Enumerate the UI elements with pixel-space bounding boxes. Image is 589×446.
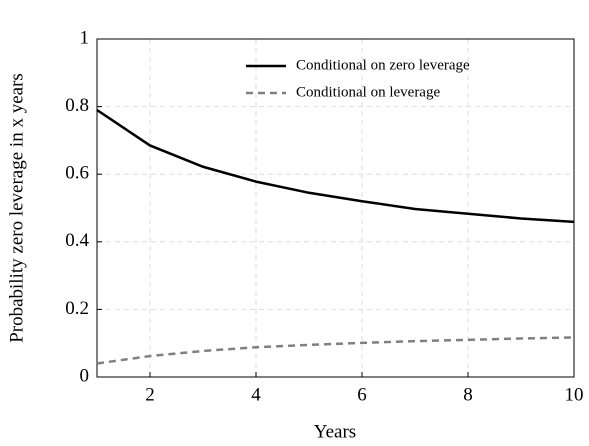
y-tick-label: 0.6 — [65, 163, 89, 184]
line-series — [96, 336, 575, 365]
y-axis-label: Probability zero leverage in x years — [6, 73, 27, 343]
legend-label: Conditional on leverage — [296, 84, 440, 100]
y-tick-label: 0.2 — [65, 298, 89, 319]
x-tick-label: 4 — [251, 384, 261, 405]
legend-label: Conditional on zero leverage — [296, 57, 470, 73]
plot-frame — [96, 38, 575, 378]
y-tick-label: 0.4 — [65, 230, 89, 251]
x-tick-label: 8 — [463, 384, 473, 405]
y-tick-label: 1 — [80, 27, 90, 48]
y-tick-label: 0 — [80, 365, 90, 386]
x-axis-label: Years — [314, 421, 356, 442]
x-tick-label: 10 — [565, 384, 584, 405]
y-tick-label: 0.8 — [65, 95, 89, 116]
x-tick-label: 2 — [145, 384, 155, 405]
x-tick-label: 6 — [357, 384, 367, 405]
line-series — [96, 108, 575, 224]
